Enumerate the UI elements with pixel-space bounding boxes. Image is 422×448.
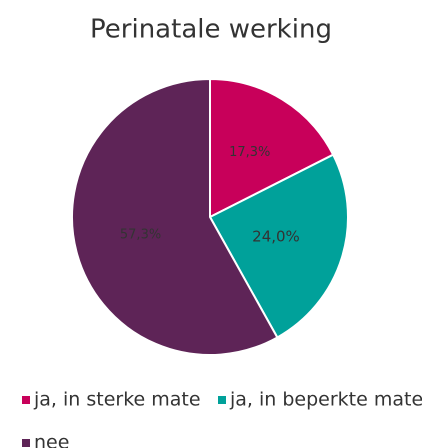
chart-title: Perinatale werking — [90, 15, 332, 45]
legend-swatch — [218, 396, 226, 404]
pie-slice — [71, 77, 279, 356]
pie-slice — [209, 77, 335, 219]
legend-label: nee — [34, 432, 69, 448]
data-label: 17,3% — [229, 145, 270, 160]
data-label: 24,0% — [252, 228, 300, 246]
legend-swatch — [22, 396, 30, 404]
legend-label: ja, in sterke mate — [33, 389, 201, 411]
data-label: 57,3% — [120, 228, 161, 243]
pie-slice — [208, 153, 349, 339]
legend-swatch — [22, 439, 30, 447]
legend-label: ja, in beperkte mate — [229, 389, 422, 411]
